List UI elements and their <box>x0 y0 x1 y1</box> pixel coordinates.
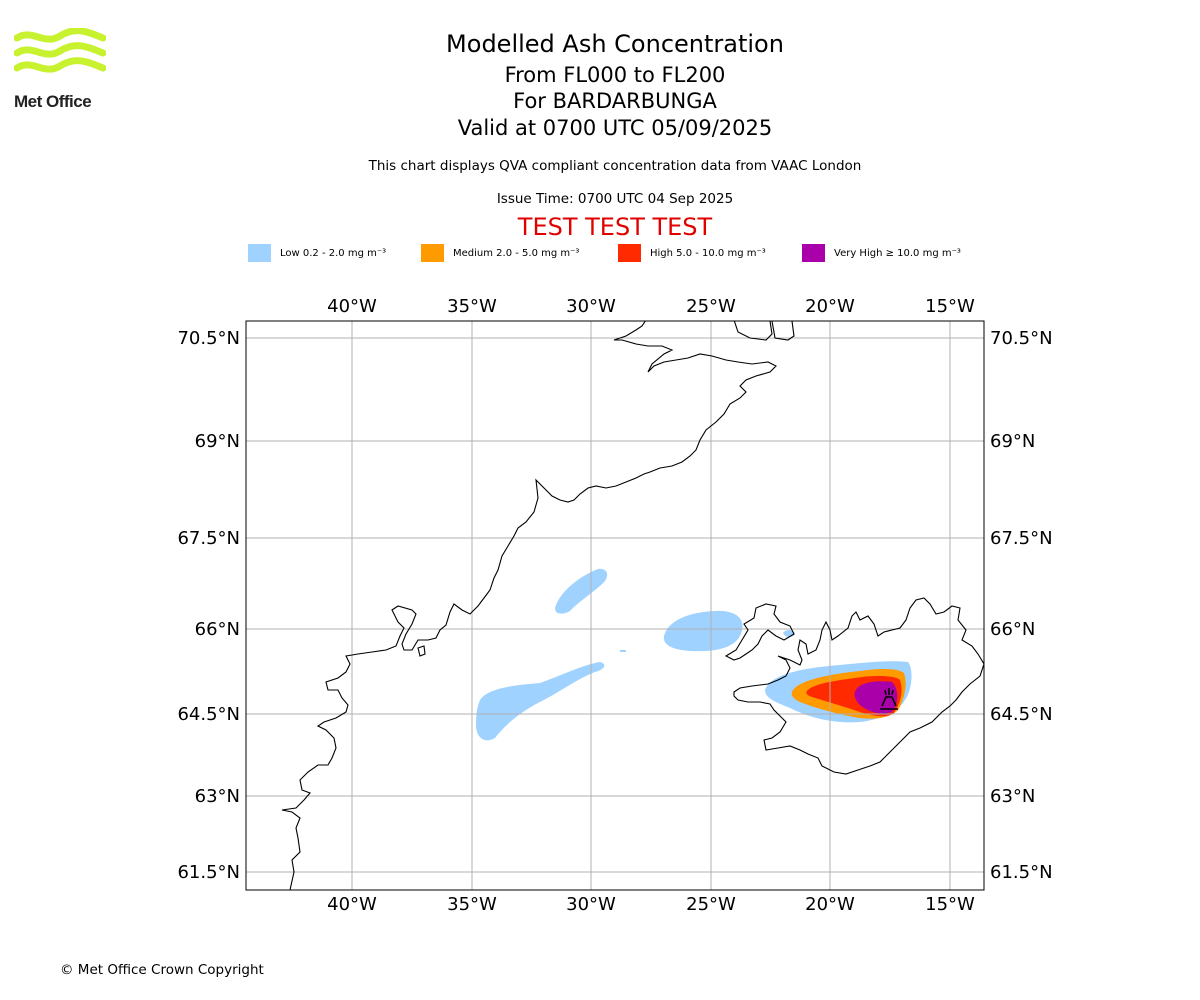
volcano-icon <box>880 688 898 710</box>
legend-item-high: High 5.0 - 10.0 mg m⁻³ <box>618 244 766 262</box>
coastlines <box>281 321 984 890</box>
lon-label-top: 30°W <box>566 296 616 317</box>
lat-label-right: 64.5°N <box>990 704 1053 725</box>
lat-label-right: 66°N <box>990 619 1035 640</box>
coastline-greenland-north <box>733 321 795 341</box>
lon-label-bottom: 25°W <box>686 894 736 915</box>
ash-low-patch-east <box>663 610 743 652</box>
lon-label-top: 25°W <box>686 296 736 317</box>
copyright-notice: © Met Office Crown Copyright <box>60 962 264 978</box>
lon-labels-bottom: 40°W 35°W 30°W 25°W 20°W 15°W <box>327 894 975 915</box>
legend-swatch-low <box>248 244 271 262</box>
lon-label-bottom: 30°W <box>566 894 616 915</box>
ash-very-high-region <box>854 681 898 714</box>
met-office-waves-icon <box>13 27 107 73</box>
legend-item-medium: Medium 2.0 - 5.0 mg m⁻³ <box>421 244 579 262</box>
lon-label-bottom: 40°W <box>327 894 377 915</box>
map-frame <box>245 320 985 891</box>
coastline-greenland <box>281 321 777 890</box>
legend-item-very-high: Very High ≥ 10.0 mg m⁻³ <box>802 244 961 262</box>
legend-swatch-medium <box>421 244 444 262</box>
met-office-logo: Met Office <box>13 27 114 112</box>
legend-label-medium: Medium 2.0 - 5.0 mg m⁻³ <box>453 247 580 259</box>
legend-label-high: High 5.0 - 10.0 mg m⁻³ <box>650 247 766 259</box>
lat-labels-right: 70.5°N 69°N 67.5°N 66°N 64.5°N 63°N 61.5… <box>990 328 1053 883</box>
lat-labels-left: 70.5°N 69°N 67.5°N 66°N 64.5°N 63°N 61.5… <box>177 328 240 883</box>
legend-label-low: Low 0.2 - 2.0 mg m⁻³ <box>280 247 387 259</box>
lon-label-bottom: 15°W <box>925 894 975 915</box>
lat-label-right: 61.5°N <box>990 862 1053 883</box>
logo-text: Met Office <box>14 92 92 111</box>
lon-labels-top: 40°W 35°W 30°W 25°W 20°W 15°W <box>327 296 975 317</box>
lat-label-left: 64.5°N <box>177 704 240 725</box>
test-banner: TEST TEST TEST <box>517 213 713 241</box>
lat-label-right: 70.5°N <box>990 328 1053 349</box>
gridlines <box>246 321 984 890</box>
lat-label-right: 69°N <box>990 431 1035 452</box>
ash-low-patch-north <box>555 568 608 614</box>
coastline-iceland <box>733 597 984 775</box>
valid-time: Valid at 0700 UTC 05/09/2025 <box>457 116 773 140</box>
lat-label-left: 66°N <box>195 619 240 640</box>
lon-label-top: 40°W <box>327 296 377 317</box>
legend-swatch-high <box>618 244 641 262</box>
ash-low-dot <box>620 650 626 652</box>
legend-label-very-high: Very High ≥ 10.0 mg m⁻³ <box>834 247 961 259</box>
legend-swatch-very-high <box>802 244 825 262</box>
lat-label-left: 61.5°N <box>177 862 240 883</box>
lon-label-bottom: 35°W <box>447 894 497 915</box>
coastline-iceland-westfjords <box>724 603 795 661</box>
lat-label-left: 70.5°N <box>177 328 240 349</box>
volcano-name: For BARDARBUNGA <box>513 89 717 113</box>
coastline-greenland-islet <box>417 645 426 657</box>
legend-item-low: Low 0.2 - 2.0 mg m⁻³ <box>248 244 386 262</box>
lon-label-top: 35°W <box>447 296 497 317</box>
lat-label-left: 63°N <box>195 786 240 807</box>
lon-label-bottom: 20°W <box>805 894 855 915</box>
issue-time: Issue Time: 0700 UTC 04 Sep 2025 <box>496 191 734 207</box>
lat-label-left: 69°N <box>195 431 240 452</box>
lat-label-right: 63°N <box>990 786 1035 807</box>
lat-label-right: 67.5°N <box>990 528 1053 549</box>
lat-label-left: 67.5°N <box>177 528 240 549</box>
lon-label-top: 15°W <box>925 296 975 317</box>
map-content <box>246 321 984 890</box>
chart-description: This chart displays QVA compliant concen… <box>368 158 862 174</box>
lon-label-top: 20°W <box>805 296 855 317</box>
ash-low-patch-south <box>476 662 605 741</box>
flight-level-range: From FL000 to FL200 <box>504 63 726 87</box>
chart-title: Modelled Ash Concentration <box>446 30 784 58</box>
